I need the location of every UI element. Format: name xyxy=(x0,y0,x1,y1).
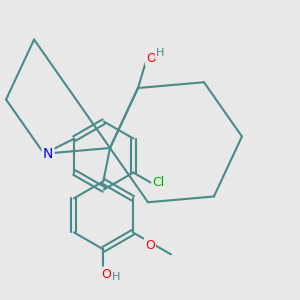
Text: H: H xyxy=(112,272,121,282)
Text: H: H xyxy=(156,48,164,58)
Text: O: O xyxy=(101,268,111,281)
Text: O: O xyxy=(145,239,155,252)
Text: Cl: Cl xyxy=(152,176,165,189)
Text: O: O xyxy=(146,52,156,65)
Text: N: N xyxy=(43,147,53,161)
